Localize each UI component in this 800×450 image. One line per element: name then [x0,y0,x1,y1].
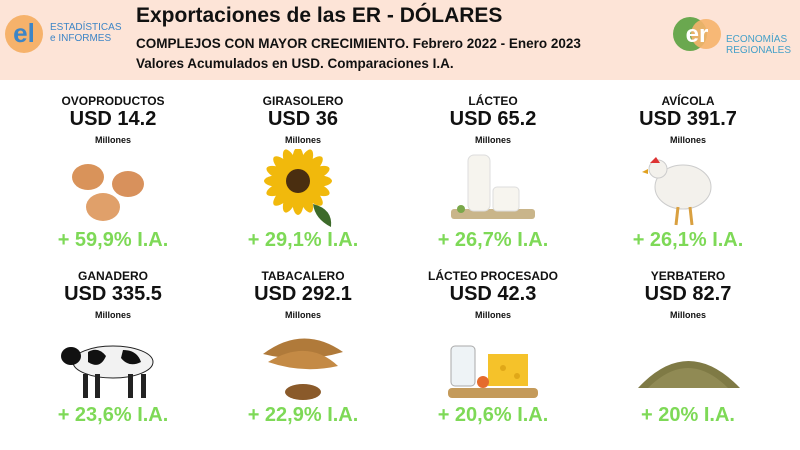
card-unit: Millones [474,135,511,145]
card: LÁCTEO PROCESADO USD 42.3 Millones + 20,6% … [398,269,588,444]
logo-right-icon: er [673,17,721,51]
card-unit: Millones [284,310,321,320]
card-image [243,147,363,229]
card-name: GIRASOLERO [262,94,344,108]
card: OVOPRODUCTOS USD 14.2 Millones + 59,9% I.A. [18,94,208,269]
logo-left-mark: el [13,18,35,48]
card-growth: + 23,6% I.A. [57,404,169,426]
illustration [451,154,535,219]
card-growth: + 20% I.A. [641,404,735,426]
card-unit: Millones [94,310,131,320]
card-growth: + 29,1% I.A. [247,229,359,251]
card-value: USD 292.1 [254,283,352,305]
card-name: OVOPRODUCTOS [61,94,165,108]
card: AVÍCOLA USD 391.7 Millones + 26,1% I.A. [593,94,783,269]
header: el ESTADÍSTICAS e INFORMES Exportaciones… [0,0,800,80]
card-image [53,324,173,404]
illustration [72,164,144,221]
card-value: USD 65.2 [449,108,537,130]
card-unit: Millones [94,135,131,145]
card: YERBATERO USD 82.7 Millones + 20% I.A. [593,269,783,444]
card-name: LÁCTEO [468,94,518,108]
title: Exportaciones de las ER - DÓLARES [136,4,503,27]
logo-line: ECONOMÍAS [726,34,788,45]
card-growth: + 22,9% I.A. [247,404,359,426]
illustration [264,147,332,227]
logo-line: e INFORMES [50,33,112,44]
card: GIRASOLERO USD 36 Millones + 29,1% I.A. [208,94,398,269]
card-name: YERBATERO [650,269,726,283]
card-image [433,149,553,229]
card-value: USD 14.2 [69,108,157,130]
logo-left-icon: el [5,15,43,53]
card-image [628,324,748,404]
card: LÁCTEO USD 65.2 Millones + 26,7% I.A. [398,94,588,269]
card-value: USD 82.7 [644,283,732,305]
illustration [263,338,343,400]
card-unit: Millones [284,135,321,145]
card: GANADERO USD 335.5 Millones + 23,6% I.A. [18,269,208,444]
card-value: USD 391.7 [639,108,737,130]
logo-right-mark: er [686,21,709,48]
card-image [628,149,748,229]
logo-left-text: ESTADÍSTICAS e INFORMES [50,22,122,44]
card-growth: + 20,6% I.A. [437,404,549,426]
card-name: TABACALERO [261,269,345,283]
logo-line: ESTADÍSTICAS [50,22,122,33]
illustration [642,157,712,226]
illustration [638,361,740,388]
card-value: USD 42.3 [449,283,537,305]
card-growth: + 26,7% I.A. [437,229,549,251]
logo-line: REGIONALES [726,45,792,56]
card-image [433,324,553,404]
subtitle: COMPLEJOS CON MAYOR CRECIMIENTO. Febrero… [136,36,581,51]
card-value: USD 335.5 [64,283,162,305]
logo-right-text: ECONOMÍAS REGIONALES [726,34,791,56]
card-image [243,324,363,404]
card-value: USD 36 [267,108,339,130]
card-image [53,149,173,229]
note: Valores Acumulados en USD. Comparaciones… [136,56,454,71]
illustration [448,345,538,398]
card-growth: + 59,9% I.A. [57,229,169,251]
card-name: AVÍCOLA [661,94,715,108]
card-unit: Millones [669,135,706,145]
card-name: GANADERO [77,269,148,283]
card-unit: Millones [669,310,706,320]
card: TABACALERO USD 292.1 Millones + 22,9% I.A. [208,269,398,444]
card-growth: + 26,1% I.A. [632,229,744,251]
card-name: LÁCTEO PROCESADO [427,269,558,283]
card-unit: Millones [474,310,511,320]
illustration [61,345,154,398]
